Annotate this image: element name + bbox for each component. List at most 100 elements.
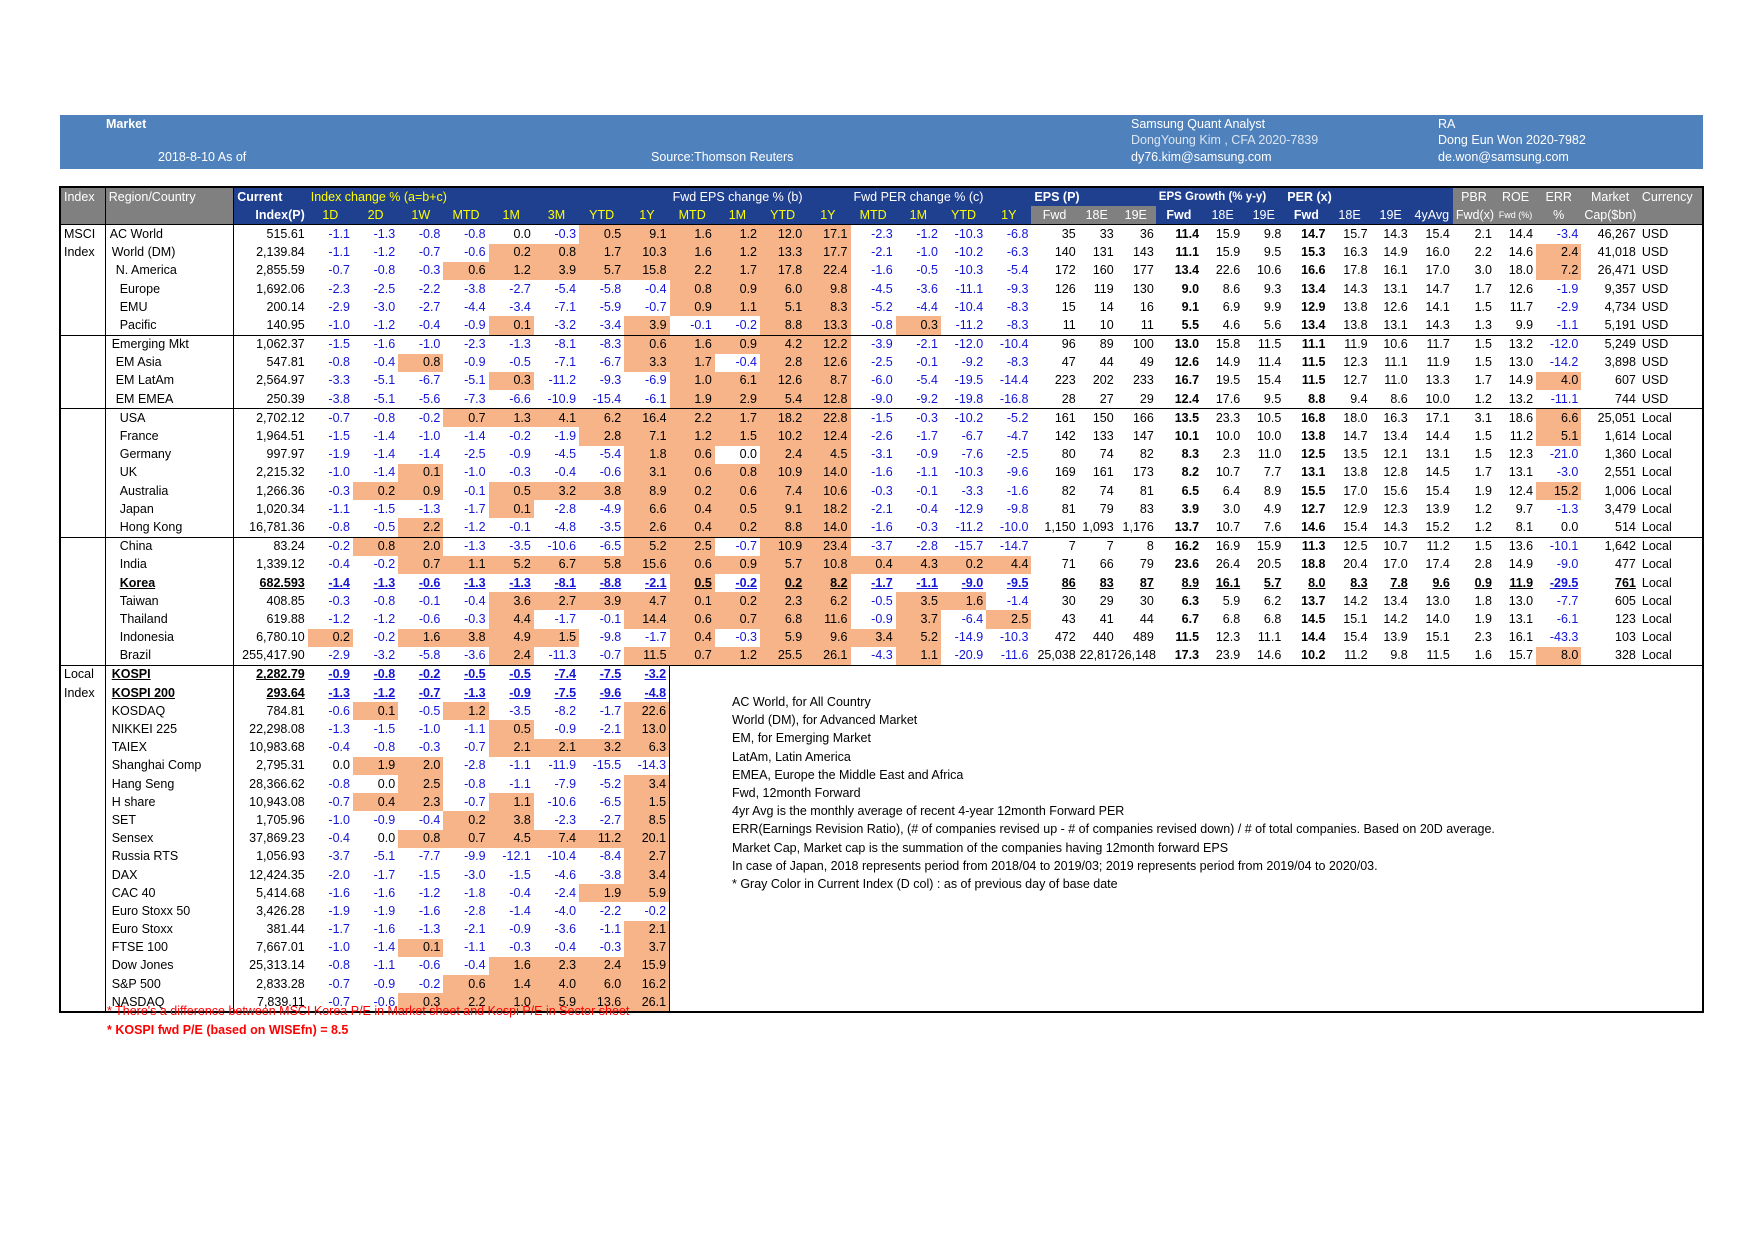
per-change-cell: -20.9 bbox=[954, 648, 984, 663]
pbr-cell: 1.3 bbox=[1474, 317, 1492, 332]
header-index-sub: 3M bbox=[533, 206, 580, 225]
index-group-label: Index bbox=[60, 243, 106, 262]
index-change-cell: -1.4 bbox=[373, 447, 396, 462]
per-value-cell: 12.3 bbox=[1343, 355, 1368, 370]
roe-cell: 14.9 bbox=[1508, 373, 1534, 388]
eps-change-cell: 0.2 bbox=[714, 518, 761, 538]
index-change-cell: -1.7 bbox=[328, 922, 350, 937]
index-change-cell: 2.4 bbox=[488, 646, 534, 666]
per-value-cell: 16.3 bbox=[1370, 408, 1411, 428]
index-group-label bbox=[60, 756, 106, 775]
eps-growth-cell: 10.7 bbox=[1215, 465, 1241, 480]
current-index-value: 515.61 bbox=[233, 224, 308, 244]
eps-change-cell: 17.8 bbox=[760, 261, 806, 280]
index-change-cell: -1.9 bbox=[554, 429, 577, 444]
index-change-cell: -5.4 bbox=[599, 447, 622, 462]
index-change-cell: 8.9 bbox=[624, 482, 670, 501]
index-change-cell: 1.6 bbox=[398, 628, 444, 647]
per-value-cell: 13.1 bbox=[1383, 317, 1408, 332]
eps-value-cell: 1,093 bbox=[1082, 519, 1114, 534]
header-index-sub: YTD bbox=[579, 206, 625, 225]
index-change-cell: 5.7 bbox=[579, 261, 625, 280]
per-change-cell: -1.6 bbox=[871, 263, 893, 278]
eps-change-cell: 1.2 bbox=[714, 243, 761, 262]
empty-area bbox=[670, 975, 1703, 993]
pbr-cell: 1.2 bbox=[1474, 501, 1492, 516]
err-cell: -11.1 bbox=[1550, 391, 1579, 406]
pbr-cell: 1.2 bbox=[1474, 519, 1492, 534]
per-change-cell: -10.4 bbox=[986, 334, 1032, 354]
index-change-cell: -9.3 bbox=[599, 373, 622, 388]
eps-growth-cell: 11.0 bbox=[1257, 447, 1282, 462]
pbr-cell: 1.5 bbox=[1474, 429, 1492, 444]
roe-cell: 14.9 bbox=[1508, 557, 1534, 572]
index-change-cell: 0.3 bbox=[488, 371, 534, 391]
current-index-value: 2,833.28 bbox=[256, 976, 305, 991]
eps-value-cell: 16 bbox=[1139, 299, 1154, 314]
table-row: N. America 2,855.59 -0.7 -0.8 -0.3 0.6 1.2 3.9 5… bbox=[60, 261, 1703, 280]
per-value-cell: 11.9 bbox=[1426, 355, 1450, 370]
index-change-cell: 3.9 bbox=[624, 316, 670, 335]
eps-growth-cell: 3.0 bbox=[1222, 501, 1241, 516]
index-group-label bbox=[60, 279, 106, 299]
index-change-cell: 2.1 bbox=[488, 738, 534, 757]
eps-value-cell: 489 bbox=[1132, 630, 1154, 645]
per-change-cell: -0.3 bbox=[916, 519, 938, 534]
table-row: H share 10,943.08 -0.7 0.4 2.3 -0.7 1.1 -10.6 -6… bbox=[60, 793, 1703, 812]
per-change-cell: -5.2 bbox=[871, 299, 893, 314]
index-change-cell: -1.6 bbox=[328, 885, 350, 900]
index-change-cell: -0.6 bbox=[599, 465, 622, 480]
eps-change-cell: 8.8 bbox=[760, 316, 806, 335]
eps-value-cell: 131 bbox=[1092, 245, 1114, 260]
eps-value-cell: 96 bbox=[1031, 334, 1078, 354]
per-change-cell: -7.6 bbox=[961, 447, 984, 462]
eps-change-cell: 2.2 bbox=[669, 408, 715, 428]
eps-value-cell: 1,150 bbox=[1044, 519, 1076, 534]
eps-growth-cell: 11.1 bbox=[1257, 630, 1282, 645]
current-index-value: 255,417.90 bbox=[242, 648, 305, 663]
roe-cell: 13.2 bbox=[1508, 391, 1534, 406]
note-line: 4yr Avg is the monthly average of recent… bbox=[732, 804, 1125, 819]
empty-area bbox=[670, 902, 1703, 920]
per-change-cell: -1.0 bbox=[916, 245, 938, 260]
current-index-value: 682.593 bbox=[259, 575, 305, 590]
per-change-cell: -1.6 bbox=[871, 465, 893, 480]
per-value-cell: 8.0 bbox=[1308, 575, 1326, 590]
eps-value-cell: 233 bbox=[1132, 373, 1154, 388]
err-cell: 7.2 bbox=[1536, 261, 1582, 280]
currency-cell: Local bbox=[1641, 465, 1672, 480]
index-change-cell: -11.9 bbox=[548, 758, 577, 773]
eps-value-cell: 81 bbox=[1061, 501, 1076, 516]
eps-value-cell: 172 bbox=[1054, 263, 1076, 278]
per-value-cell: 12.5 bbox=[1328, 536, 1371, 556]
eps-growth-cell: 26.4 bbox=[1215, 557, 1241, 572]
index-change-cell: 2.0 bbox=[398, 756, 444, 775]
header-eps-sub: 1Y bbox=[805, 206, 851, 225]
pbr-cell: 1.9 bbox=[1474, 483, 1492, 498]
eps-change-cell: 8.3 bbox=[805, 298, 851, 317]
header-per-change: Fwd PER change % (c) bbox=[850, 185, 1032, 207]
index-change-cell: -8.2 bbox=[554, 703, 577, 718]
eps-value-cell: 35 bbox=[1031, 224, 1078, 244]
eps-change-cell: 1.7 bbox=[714, 261, 761, 280]
index-change-cell: -1.6 bbox=[352, 334, 399, 354]
index-change-cell: -3.6 bbox=[554, 922, 577, 937]
per-value-cell: 13.0 bbox=[1425, 593, 1450, 608]
index-change-cell: 15.8 bbox=[624, 261, 670, 280]
region-name: EM LatAm bbox=[105, 371, 235, 391]
index-change-cell: -0.6 bbox=[418, 575, 441, 590]
per-value-cell: 14.9 bbox=[1383, 245, 1408, 260]
eps-growth-cell: 10.0 bbox=[1215, 429, 1241, 444]
eps-growth-cell: 5.6 bbox=[1263, 317, 1282, 332]
err-cell: 0.0 bbox=[1560, 519, 1579, 534]
header-err-sub: % bbox=[1536, 206, 1582, 225]
pbr-cell: 2.3 bbox=[1474, 630, 1492, 645]
per-change-cell: -2.1 bbox=[871, 245, 893, 260]
index-change-cell: 2.4 bbox=[579, 956, 625, 976]
currency-cell: Local bbox=[1641, 557, 1672, 572]
table-row: France 1,964.51 -1.5 -1.4 -1.0 -1.4 -0.2 -1.9 2.… bbox=[60, 427, 1703, 446]
err-cell: -6.1 bbox=[1556, 611, 1579, 626]
index-change-cell: -3.5 bbox=[509, 703, 531, 718]
index-change-cell: -1.4 bbox=[464, 429, 486, 444]
current-index-value: 10,983.68 bbox=[249, 740, 305, 755]
